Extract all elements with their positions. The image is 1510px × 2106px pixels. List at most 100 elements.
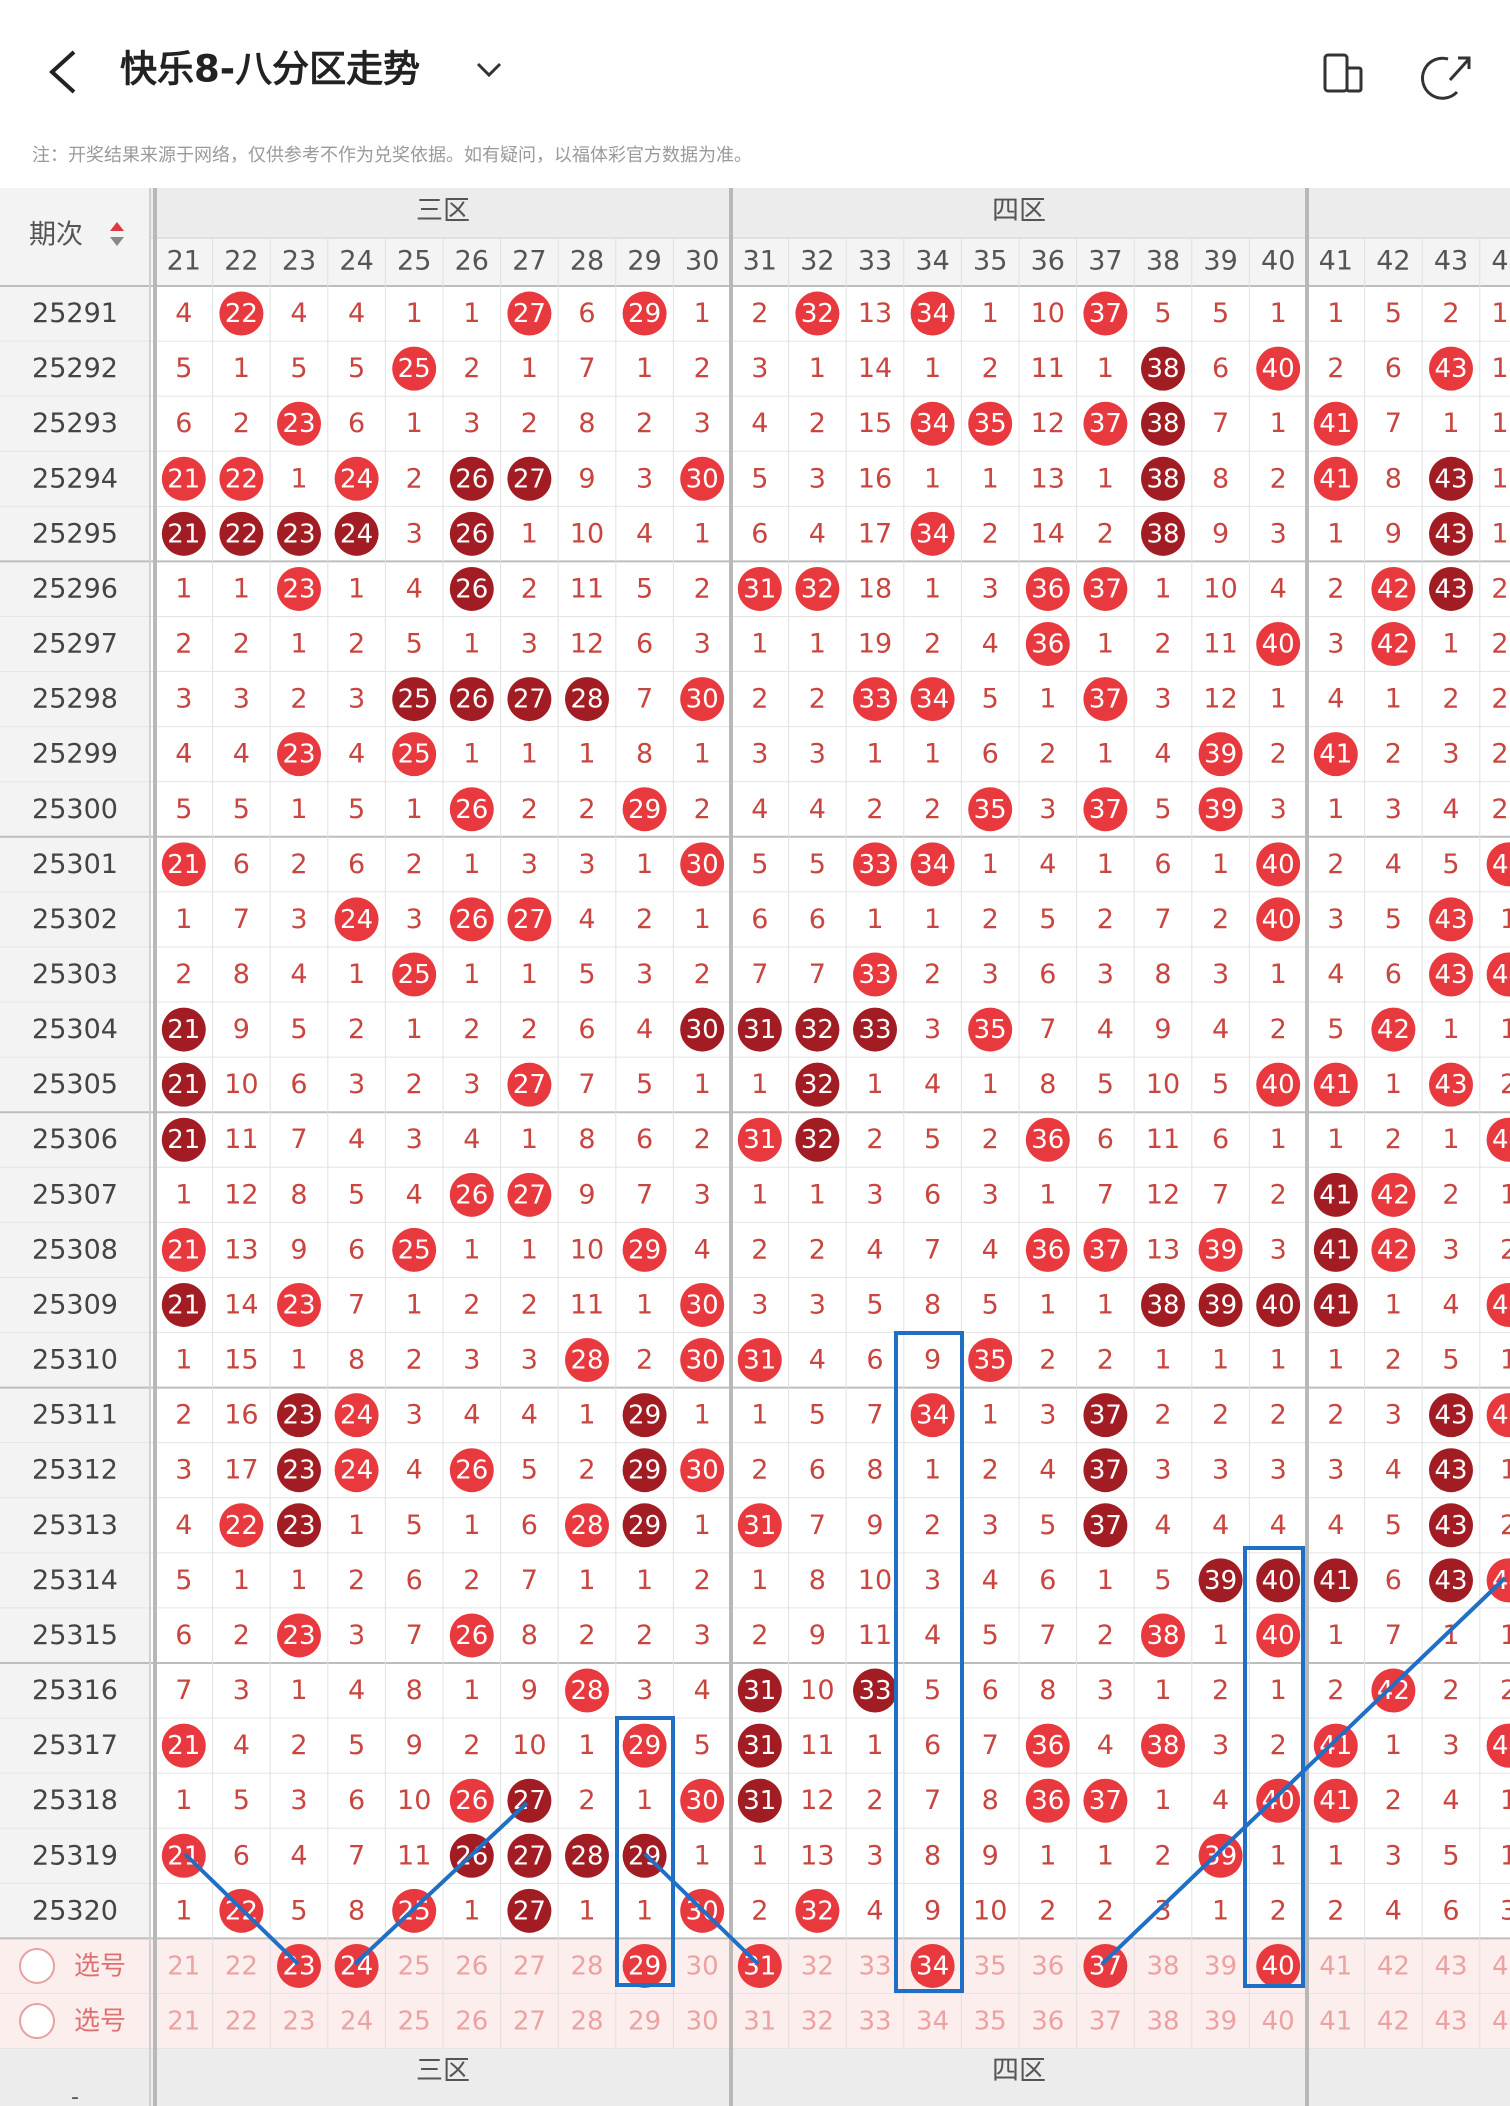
miss-count: 1 xyxy=(175,1785,192,1816)
selected-ball[interactable] xyxy=(1083,1943,1128,1988)
miss-count: 2 xyxy=(636,904,653,935)
select-number[interactable]: 21 xyxy=(167,1951,200,1981)
miss-count: 2 xyxy=(982,1124,999,1155)
hit-ball-repeat xyxy=(334,511,379,556)
select-number[interactable]: 33 xyxy=(858,1951,891,1981)
select-number[interactable]: 39 xyxy=(1204,2007,1237,2037)
selected-ball[interactable] xyxy=(1256,1943,1301,1988)
select-number[interactable]: 26 xyxy=(455,1951,488,1981)
miss-count: 10 xyxy=(858,1565,892,1596)
select-radio[interactable] xyxy=(19,1947,55,1984)
hit-ball-repeat xyxy=(1198,1558,1243,1603)
select-number[interactable]: 39 xyxy=(1204,1951,1237,1981)
miss-count: 2 xyxy=(233,629,250,660)
select-number[interactable]: 27 xyxy=(513,1951,546,1981)
issue-number: 25295 xyxy=(32,518,118,549)
select-number[interactable]: 28 xyxy=(570,1951,603,1981)
miss-count: 2 xyxy=(1500,1675,1510,1706)
miss-count: 2 xyxy=(406,463,423,494)
select-number[interactable]: 25 xyxy=(398,2007,431,2037)
hit-number: 41 xyxy=(1319,740,1352,770)
miss-count: 8 xyxy=(348,1895,365,1926)
miss-count: 11 xyxy=(1031,353,1065,384)
title-dropdown[interactable] xyxy=(476,62,502,78)
miss-count: 2 xyxy=(1097,1895,1114,1926)
hit-ball xyxy=(1486,1117,1510,1162)
selected-ball[interactable] xyxy=(622,1943,667,1988)
select-number[interactable]: 27 xyxy=(513,2007,546,2037)
select-number[interactable]: 30 xyxy=(686,2007,719,2037)
select-number[interactable]: 29 xyxy=(628,1951,661,1981)
select-number[interactable]: 43 xyxy=(1434,1951,1467,1981)
hit-ball xyxy=(1083,1778,1128,1823)
hit-ball xyxy=(161,1833,206,1878)
select-number[interactable]: 32 xyxy=(801,2007,834,2037)
miss-count: 9 xyxy=(233,1014,250,1045)
miss-count: 5 xyxy=(1212,1069,1229,1100)
select-number[interactable]: 43 xyxy=(1434,2007,1467,2037)
select-number[interactable]: 34 xyxy=(916,2007,949,2037)
select-number[interactable]: 37 xyxy=(1089,1951,1122,1981)
hit-number: 30 xyxy=(686,464,719,494)
select-number[interactable]: 24 xyxy=(340,1951,373,1981)
select-number[interactable]: 41 xyxy=(1319,1951,1352,1981)
hit-number: 37 xyxy=(1089,795,1122,825)
select-number[interactable]: 40 xyxy=(1262,1951,1295,1981)
select-number[interactable]: 35 xyxy=(974,1951,1007,1981)
select-number[interactable]: 22 xyxy=(225,1951,258,1981)
select-number[interactable]: 35 xyxy=(974,2007,1007,2037)
hit-number: 25 xyxy=(398,1235,431,1265)
select-number[interactable]: 21 xyxy=(167,2007,200,2037)
miss-count: 2 xyxy=(1327,1675,1344,1706)
select-number[interactable]: 32 xyxy=(801,1951,834,1981)
select-number[interactable]: 26 xyxy=(455,2007,488,2037)
hit-number: 25 xyxy=(398,740,431,770)
select-number[interactable]: 22 xyxy=(225,2007,258,2037)
select-number[interactable]: 41 xyxy=(1319,2007,1352,2037)
select-number[interactable]: 28 xyxy=(570,2007,603,2037)
select-number[interactable]: 24 xyxy=(340,2007,373,2037)
select-number[interactable]: 33 xyxy=(858,2007,891,2037)
select-number[interactable]: 23 xyxy=(282,2007,315,2037)
hit-ball xyxy=(968,401,1013,446)
hit-number: 30 xyxy=(686,850,719,880)
select-radio[interactable] xyxy=(19,2003,55,2040)
miss-count: 3 xyxy=(1327,629,1344,660)
layout-button[interactable] xyxy=(1323,53,1363,93)
hit-number: 26 xyxy=(455,795,488,825)
hit-ball xyxy=(853,842,897,887)
select-number[interactable]: 29 xyxy=(628,2007,661,2037)
select-number[interactable]: 44 xyxy=(1492,1951,1510,1981)
select-number[interactable]: 31 xyxy=(743,2007,776,2037)
hit-number: 34 xyxy=(916,299,949,329)
selected-ball[interactable] xyxy=(910,1943,955,1988)
hit-number: 44 xyxy=(1492,1125,1510,1155)
miss-count: 1 xyxy=(1327,298,1344,329)
select-number[interactable]: 38 xyxy=(1146,1951,1179,1981)
share-button[interactable] xyxy=(1421,56,1471,100)
select-number[interactable]: 42 xyxy=(1377,2007,1410,2037)
select-number[interactable]: 34 xyxy=(916,1951,949,1981)
select-number[interactable]: 38 xyxy=(1146,2007,1179,2037)
select-number[interactable]: 30 xyxy=(686,1951,719,1981)
select-number[interactable]: 44 xyxy=(1492,2007,1510,2037)
select-number[interactable]: 36 xyxy=(1031,1951,1064,1981)
select-number[interactable]: 25 xyxy=(398,1951,431,1981)
issue-number: 25318 xyxy=(32,1785,118,1816)
hit-ball xyxy=(910,511,955,556)
miss-count: 1 xyxy=(751,629,768,660)
miss-count: 7 xyxy=(1385,408,1402,439)
select-number[interactable]: 42 xyxy=(1377,1951,1410,1981)
hit-number: 32 xyxy=(801,1896,834,1926)
hit-ball-repeat xyxy=(507,677,552,722)
hit-ball-repeat xyxy=(161,1117,206,1162)
hit-ball xyxy=(161,1723,206,1768)
back-button[interactable] xyxy=(49,50,76,94)
select-number[interactable]: 37 xyxy=(1089,2007,1122,2037)
miss-count: 1 xyxy=(1154,1675,1171,1706)
miss-count: 1 xyxy=(1500,1620,1510,1651)
miss-count: 6 xyxy=(636,629,653,660)
hit-number: 23 xyxy=(282,1401,315,1431)
select-number[interactable]: 40 xyxy=(1262,2007,1295,2037)
select-number[interactable]: 36 xyxy=(1031,2007,1064,2037)
